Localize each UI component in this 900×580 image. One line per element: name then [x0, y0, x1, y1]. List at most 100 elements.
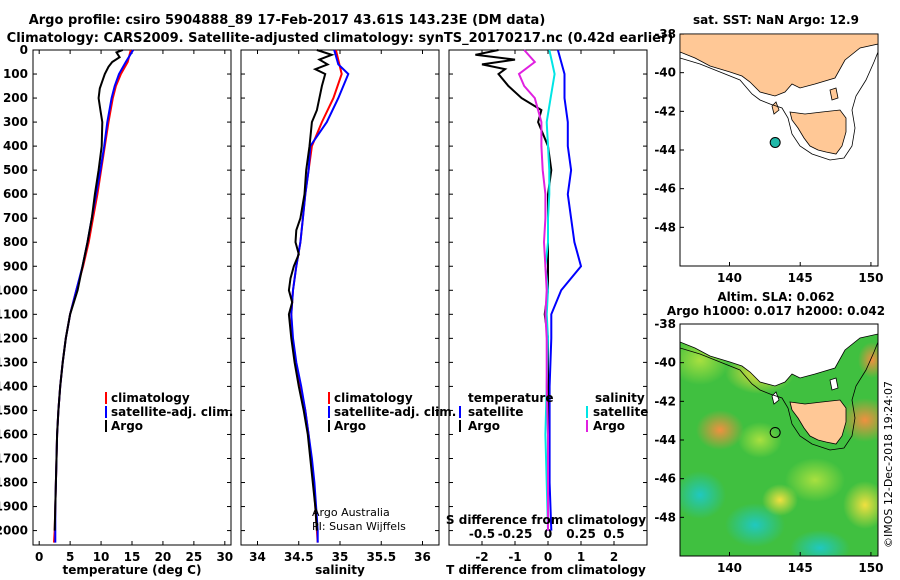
x-tick-label: 0 [544, 550, 552, 564]
legend-s-satellite-label: satellite [593, 405, 648, 419]
x-tick-label: -2 [475, 550, 488, 564]
temperature-xlabel: temperature (deg C) [63, 563, 202, 577]
sla-land-flinders-island [829, 377, 839, 391]
map-x-tick-label: 145 [788, 271, 813, 285]
map-y-tick-label: -42 [654, 394, 676, 408]
legend-s-argo-label: Argo [593, 419, 625, 433]
difference-plot: -2 -1 0 1 2 -0.5 -0.25 0 0.25 0.5 [469, 49, 625, 564]
depth-tick-label: 0 [20, 43, 28, 57]
sla-map-title-1: Altim. SLA: 0.062 [717, 290, 834, 304]
legend-t-argo-label: Argo [468, 419, 500, 433]
x-tick-label: 35 [332, 550, 349, 564]
shelf-contour [679, 51, 879, 161]
map-y-tick-label: -44 [654, 143, 676, 157]
depth-tick-label: 100 [3, 67, 28, 81]
map-x-tick-label: 140 [717, 271, 742, 285]
series-line-climatology [53, 49, 132, 543]
salinity-xlabel: salinity [315, 563, 365, 577]
sst-map [679, 33, 879, 267]
depth-tick-label: 1500 [0, 403, 28, 417]
series-line-argo [287, 49, 335, 531]
top-x-tick-label: -0.25 [498, 527, 533, 541]
legend-satellite-label: satellite-adj. clim. [111, 405, 233, 419]
legend-temperature-title: temperature [468, 391, 553, 405]
x-tick-label: 34 [249, 550, 266, 564]
map-y-tick-label: -40 [654, 66, 676, 80]
series-line-satellite-adj-clim- [290, 49, 350, 543]
difference-top-xlabel: S difference from climatology [446, 513, 646, 527]
x-tick-label: 5 [66, 550, 74, 564]
legend-argo-label: Argo [111, 419, 143, 433]
depth-tick-label: 1600 [0, 427, 28, 441]
map-y-tick-label: -40 [654, 356, 676, 370]
x-tick-label: 1 [577, 550, 585, 564]
diff-series-line-t-satellite [548, 49, 583, 531]
difference-legend-temperature: temperature satellite Argo [459, 391, 553, 433]
map-y-tick-label: -38 [654, 27, 676, 41]
temperature-panel-frame [32, 49, 232, 546]
diff-series-line-t-argo [475, 49, 553, 531]
sla-map-axes: 140 145 150 -38 -40 -42 -44 -46 -48 [654, 317, 883, 575]
x-tick-label: 20 [155, 550, 172, 564]
salinity-panel-frame [240, 49, 440, 546]
depth-tick-label: 1400 [0, 379, 28, 393]
map-x-tick-label: 140 [717, 561, 742, 575]
diff-series-line-s-argo [517, 49, 549, 531]
depth-tick-label: 700 [3, 211, 28, 225]
map-y-tick-label: -46 [654, 472, 676, 486]
x-tick-label: 30 [216, 550, 233, 564]
depth-tick-label: 900 [3, 259, 28, 273]
x-tick-label: 2 [610, 550, 618, 564]
depth-tick-label: 1800 [0, 476, 28, 490]
sst-map-axes: 140 145 150 -38 -40 -42 -44 -46 -48 [654, 27, 883, 285]
depth-tick-label: 1200 [0, 331, 28, 345]
sla-shelf-contour [680, 341, 878, 451]
temperature-legend: climatology satellite-adj. clim. Argo [105, 391, 233, 433]
legend-climatology-label: climatology [334, 391, 413, 405]
x-tick-label: 35.5 [366, 550, 396, 564]
legend-argo-label: Argo [334, 419, 366, 433]
title-line-2: Climatology: CARS2009. Satellite-adjuste… [7, 31, 674, 46]
depth-tick-label: 1100 [0, 307, 28, 321]
map-y-tick-label: -42 [654, 104, 676, 118]
sla-map [680, 324, 878, 556]
depth-tick-label: 1000 [0, 283, 28, 297]
map-x-tick-label: 145 [788, 561, 813, 575]
series-line-climatology [290, 49, 343, 543]
depth-tick-label: 500 [3, 163, 28, 177]
legend-satellite-label: satellite-adj. clim. [334, 405, 456, 419]
depth-tick-label: 1700 [0, 451, 28, 465]
land-flinders-island [829, 87, 839, 101]
salinity-legend: climatology satellite-adj. clim. Argo Ar… [312, 391, 456, 533]
annotation-argo-australia: Argo Australia [312, 506, 390, 519]
credit-text: ©IMOS 12-Dec-2018 19:24:07 [882, 381, 895, 548]
depth-tick-label: 300 [3, 115, 28, 129]
x-tick-label: 25 [186, 550, 203, 564]
difference-xlabel: T difference from climatology [446, 563, 646, 577]
depth-tick-label: 800 [3, 235, 28, 249]
land-mainland [679, 33, 879, 97]
sla-land-tasmania [789, 399, 847, 445]
map-x-tick-label: 150 [858, 271, 883, 285]
argo-location-marker [769, 136, 781, 148]
depth-axis: 0 100 200 300 400 500 600 700 800 900 1000 1100 1200… [0, 43, 647, 538]
map-y-tick-label: -44 [654, 433, 676, 447]
x-tick-label: 36 [414, 550, 431, 564]
sst-map-title: sat. SST: NaN Argo: 12.9 [693, 13, 859, 27]
title-line-1: Argo profile: csiro 5904888_89 17-Feb-20… [29, 13, 546, 28]
x-tick-label: 34.5 [284, 550, 314, 564]
top-x-tick-label: 0 [544, 527, 552, 541]
series-line-argo [53, 49, 124, 531]
legend-t-satellite-label: satellite [468, 405, 523, 419]
salinity-plot: 34 34.5 35 35.5 36 [249, 49, 431, 564]
x-tick-label: 10 [93, 550, 110, 564]
sla-land-mainland [680, 324, 878, 387]
top-x-tick-label: 0.25 [566, 527, 596, 541]
legend-salinity-title: salinity [595, 391, 645, 405]
depth-tick-label: 200 [3, 91, 28, 105]
x-tick-label: 0 [35, 550, 43, 564]
map-y-tick-label: -46 [654, 182, 676, 196]
depth-tick-label: 1900 [0, 500, 28, 514]
depth-tick-label: 600 [3, 187, 28, 201]
depth-tick-label: 1300 [0, 355, 28, 369]
